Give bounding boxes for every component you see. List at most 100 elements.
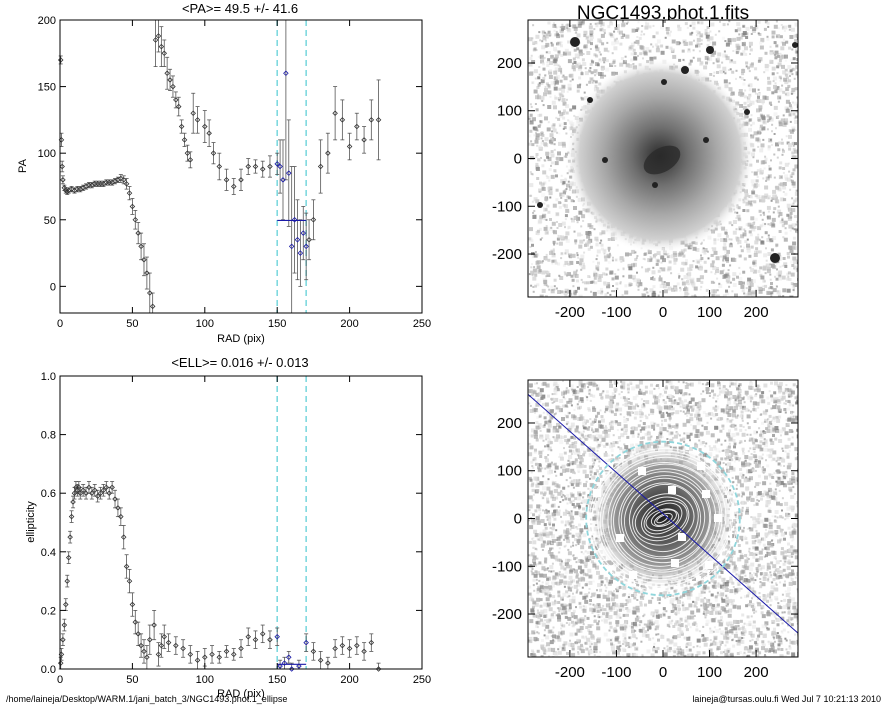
- errorbar-21: [98, 486, 103, 500]
- data-point-20: [94, 493, 101, 499]
- errorbar-36: [150, 292, 155, 314]
- errorbar-29: [121, 525, 126, 550]
- data-point-68: [288, 243, 295, 250]
- errorbar-40: [156, 642, 161, 667]
- data-point-23: [103, 484, 110, 491]
- errorbar-52: [231, 648, 236, 661]
- star-9: [587, 97, 593, 103]
- file-path-footer: /home/laineja/Desktop/WARM.1/jani_batch_…: [6, 694, 288, 704]
- pa-plot-frame: [59, 19, 423, 314]
- errorbar-31: [136, 222, 141, 245]
- data-point-73: [368, 639, 375, 646]
- errorbar-81: [354, 112, 359, 141]
- x-tick-label-4: 200: [744, 304, 769, 321]
- data-point-34: [144, 270, 150, 276]
- errorbar-71: [354, 636, 359, 655]
- data-point-37: [152, 37, 159, 43]
- data-point-49: [187, 157, 194, 163]
- data-point-32: [129, 601, 136, 608]
- data-point-44: [173, 97, 179, 103]
- data-point-67: [286, 170, 292, 176]
- x-tick-label-3: 150: [268, 318, 286, 330]
- errorbar-60: [253, 159, 258, 174]
- data-point-37: [144, 654, 150, 661]
- errorbar-44: [173, 91, 178, 109]
- data-point-79: [339, 117, 346, 123]
- data-point-75: [310, 217, 317, 223]
- data-point-55: [252, 636, 259, 643]
- isophote-18: [591, 450, 733, 588]
- data-point-80: [346, 143, 353, 150]
- errorbar-18: [89, 486, 94, 500]
- errorbar-53: [239, 639, 243, 658]
- errorbar-15: [81, 484, 86, 497]
- errorbar-63: [275, 152, 280, 175]
- pa-errorbars: [58, 19, 381, 314]
- data-point-64: [303, 639, 309, 646]
- data-point-2: [59, 163, 65, 170]
- errorbar-2: [60, 160, 65, 173]
- data-point-26: [120, 177, 127, 183]
- ellipticity-x-axis-label: RAD (pix): [217, 688, 265, 700]
- isophote-16: [599, 456, 727, 581]
- data-point-81: [354, 123, 360, 130]
- data-point-29: [129, 203, 136, 210]
- ellipticity-y-ticks: 0.0 0.2 0.4 0.6 0.8 1.0: [41, 371, 422, 676]
- errorbar-31: [127, 568, 132, 594]
- user-timestamp-footer: laineja@tursas.oulu.fi Wed Jul 7 10:21:1…: [692, 694, 881, 704]
- data-point-58: [274, 634, 280, 640]
- errorbar-77: [325, 132, 330, 174]
- errorbar-69: [340, 636, 345, 655]
- errorbar-47: [195, 651, 200, 670]
- ellipticity-x-ticks: 0 50 100 150 200 250: [57, 376, 431, 686]
- data-point-21: [97, 490, 104, 496]
- errorbar-5: [65, 574, 70, 588]
- data-point-69: [339, 642, 346, 649]
- data-point-36: [149, 303, 156, 310]
- star-11: [792, 42, 798, 48]
- data-point-59: [245, 163, 252, 170]
- data-point-41: [164, 70, 170, 77]
- errorbar-0: [58, 656, 63, 670]
- y-tick-label-0: 0.0: [41, 664, 56, 676]
- ellipticity-plot-title: <ELL>= 0.016 +/- 0.013: [171, 355, 308, 370]
- errorbar-61: [286, 651, 291, 664]
- y-tick-label-1: 0.2: [41, 605, 56, 617]
- errorbar-76: [318, 139, 323, 194]
- errorbar-70: [347, 639, 352, 658]
- data-point-24: [106, 490, 112, 496]
- mask-10: [593, 489, 601, 497]
- data-point-68: [332, 645, 338, 652]
- data-point-40: [155, 651, 162, 658]
- mask-6: [678, 533, 686, 541]
- data-point-28: [126, 190, 133, 196]
- data-point-26: [112, 496, 118, 502]
- x-tick-label-3: 100: [697, 304, 722, 321]
- errorbar-78: [333, 86, 338, 141]
- errorbar-67: [286, 119, 291, 227]
- data-point-33: [132, 619, 139, 625]
- data-point-8: [68, 186, 75, 192]
- y-tick-label-4: 0.8: [41, 430, 56, 442]
- data-point-54: [245, 634, 252, 640]
- isophote-2: [650, 509, 677, 527]
- errorbar-22: [101, 484, 106, 497]
- errorbar-66: [318, 651, 323, 670]
- y-tick-label-1: -100: [492, 198, 522, 215]
- x-tick-label-0: 0: [57, 318, 63, 330]
- errorbar-3: [60, 175, 65, 185]
- errorbar-61: [260, 160, 265, 178]
- y-tick-label-5: 1.0: [41, 371, 56, 383]
- errorbar-33: [141, 243, 146, 277]
- mask-9: [629, 571, 637, 579]
- data-point-38: [147, 636, 153, 643]
- x-tick-label-3: 100: [697, 664, 722, 681]
- errorbar-2: [60, 633, 65, 646]
- data-point-46: [187, 651, 194, 658]
- errorbar-72: [301, 206, 306, 261]
- data-point-10: [71, 490, 78, 496]
- data-point-62: [267, 163, 273, 170]
- errorbar-39: [152, 610, 157, 641]
- isophote-5: [641, 500, 688, 538]
- isophote-6: [634, 496, 690, 542]
